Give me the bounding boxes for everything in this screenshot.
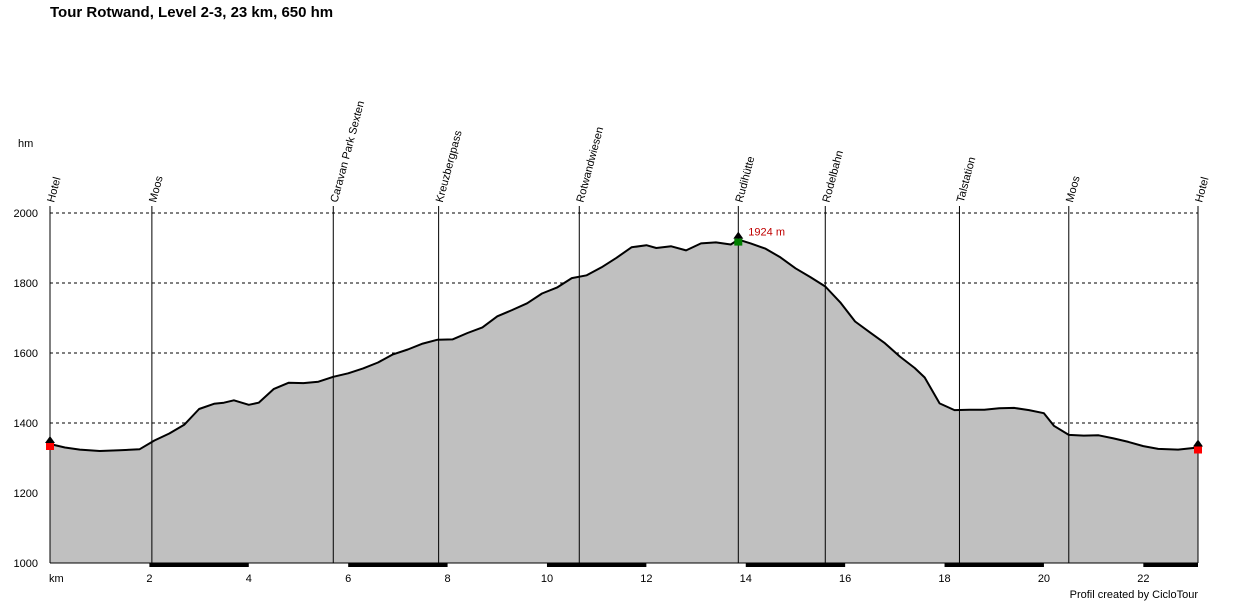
- x-tick-label: 22: [1137, 573, 1149, 585]
- y-tick-label: 1400: [14, 418, 38, 430]
- waypoint-label: Talstation: [955, 156, 979, 204]
- waypoint-label: Rotwandwiesen: [575, 126, 607, 204]
- credit-text: Profil created by CicloTour: [1069, 589, 1198, 601]
- x-tick-label: 20: [1038, 573, 1050, 585]
- x-axis-scale-segment: [149, 563, 249, 567]
- x-tick-label: 14: [740, 573, 752, 585]
- x-axis-scale-segment: [546, 563, 647, 567]
- summit-marker-top: [733, 231, 744, 239]
- waypoint-label: Rodelbahn: [821, 149, 846, 204]
- x-axis-unit-label: km: [49, 573, 64, 585]
- y-tick-label: 2000: [14, 208, 38, 220]
- y-tick-label: 1200: [14, 488, 38, 500]
- endpoint-marker: [1194, 446, 1202, 454]
- x-tick-label: 4: [246, 573, 252, 585]
- endpoint-marker-top: [1193, 439, 1203, 447]
- summit-label: 1924 m: [748, 227, 785, 239]
- x-tick-label: 18: [938, 573, 950, 585]
- waypoint-label: Hotel: [1193, 176, 1211, 204]
- summit-marker: [734, 238, 743, 246]
- waypoint-label: Hotel: [45, 176, 63, 204]
- endpoint-marker: [46, 443, 54, 450]
- chart-title: Tour Rotwand, Level 2-3, 23 km, 650 hm: [50, 4, 334, 21]
- profile-area: [49, 238, 1199, 563]
- waypoint-label: Moos: [1064, 174, 1083, 204]
- y-tick-label: 1800: [14, 278, 38, 290]
- axes: 1000 1200 1400 1600 1800 2000 2 4 6 8 10 12 14 16 18 20…: [14, 208, 1198, 585]
- endpoint-marker-top: [45, 436, 55, 443]
- x-axis-scale-segment: [1143, 563, 1198, 567]
- profile-fill: [50, 239, 1198, 563]
- waypoint-label: Kreuzbergpass: [434, 129, 465, 204]
- x-tick-label: 2: [146, 573, 152, 585]
- waypoint-label: Caravan Park Sexten: [329, 100, 368, 204]
- profile-line: [49, 238, 1199, 452]
- y-tick-label: 1000: [14, 558, 38, 570]
- x-tick-label: 6: [345, 573, 351, 585]
- x-axis-scale-segment: [944, 563, 1044, 567]
- y-tick-label: 1600: [14, 348, 38, 360]
- markers: 1924 m: [45, 227, 1203, 454]
- x-tick-label: 12: [640, 573, 652, 585]
- x-tick-label: 8: [445, 573, 451, 585]
- waypoint-label: Moos: [147, 174, 166, 204]
- x-tick-label: 16: [839, 573, 851, 585]
- x-axis-scale-segment: [348, 563, 448, 567]
- x-axis-scale-segment: [745, 563, 846, 567]
- waypoint-label: Rudihütte: [734, 155, 758, 204]
- y-axis-unit-label: hm: [18, 138, 33, 150]
- x-tick-label: 10: [541, 573, 553, 585]
